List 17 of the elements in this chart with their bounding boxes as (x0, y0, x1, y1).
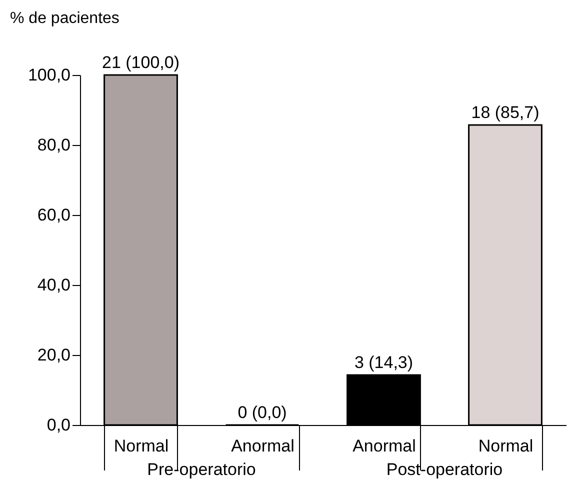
data-label: 21 (100,0) (102, 53, 180, 72)
text: Post-operatorio (386, 460, 503, 479)
y-tick-label: 0,0 (46, 416, 70, 434)
x-tick-label: Anormal (352, 436, 416, 456)
x-tick-label: Normal (478, 436, 534, 456)
text: Pre-operatorio (147, 460, 256, 479)
y-tick-label: 20,0 (37, 346, 70, 364)
data-label: 18 (85,7) (471, 103, 540, 122)
x-tick-label: Normal (114, 436, 169, 456)
y-tick-label: 40,0 (37, 276, 70, 294)
data-label: 0 (0,0) (238, 403, 287, 422)
data-label: 3 (14,3) (354, 352, 414, 372)
y-tick-label: 80,0 (37, 136, 70, 154)
y-axis-title: % de pacientes (10, 10, 120, 27)
y-tick-label: 60,0 (37, 206, 70, 224)
y-tick-label: 100,0 (28, 66, 70, 84)
x-tick-label: Anormal (231, 436, 294, 456)
